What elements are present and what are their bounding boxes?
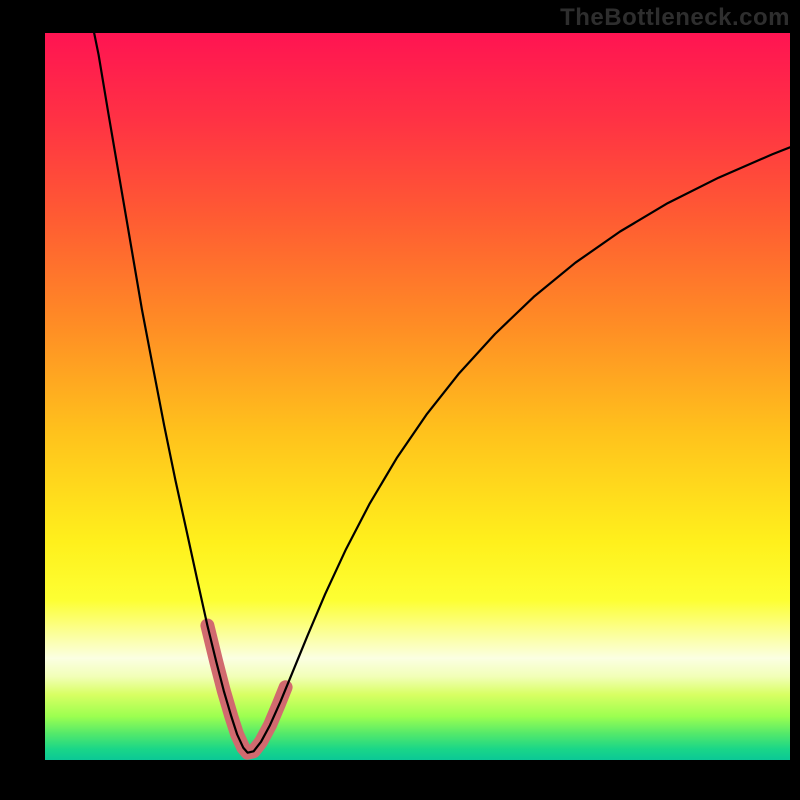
chart-svg [45,33,790,760]
plot-area [45,33,790,760]
watermark-text: TheBottleneck.com [560,4,790,32]
gradient-background [45,33,790,760]
